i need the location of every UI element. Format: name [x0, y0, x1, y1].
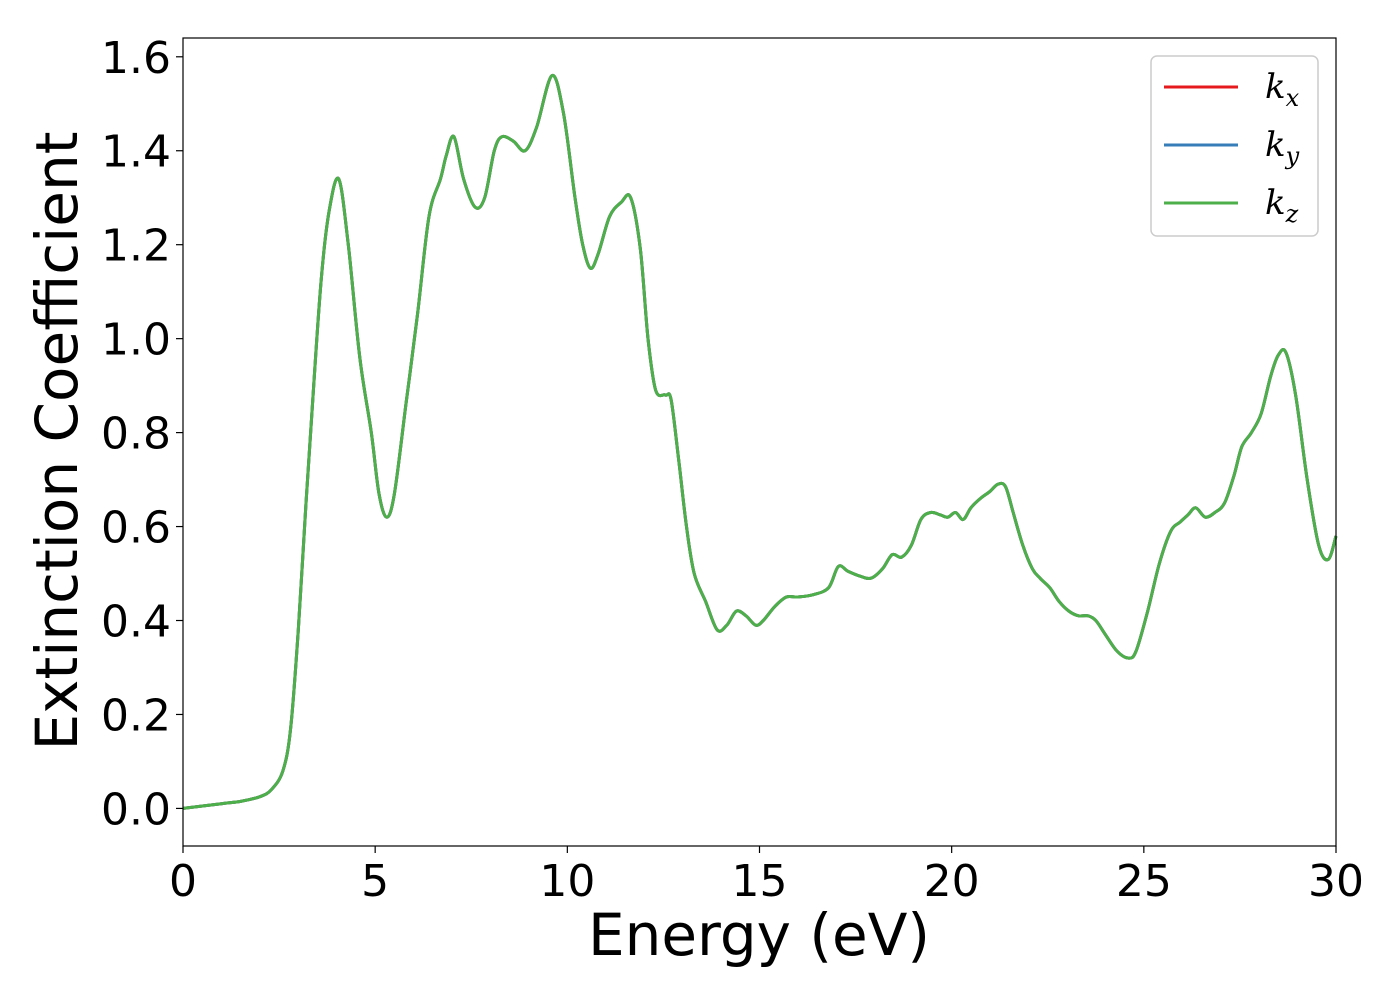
y-tick-label: 1.4: [101, 127, 171, 178]
x-tick-label: 25: [1116, 856, 1172, 907]
axis-ticks: 0 5 10 15 20 25 30 0.0 0.2 0.4 0.6 0.8 1.0 1.2 1.4 1.6: [101, 33, 1364, 907]
x-tick-label: 15: [732, 856, 788, 907]
legend-label-ky: ky: [1265, 125, 1300, 170]
x-tick-label: 20: [924, 856, 980, 907]
x-tick-label: 30: [1308, 856, 1364, 907]
data-curves: [182, 74, 1338, 810]
y-tick-label: 0.0: [101, 784, 171, 835]
x-tick-label: 5: [361, 856, 389, 907]
plot-frame: [182, 37, 1337, 847]
x-axis-title: Energy (eV): [588, 901, 930, 969]
y-axis-label: Extinction Coefficient: [23, 132, 91, 751]
legend: kx ky kz: [1150, 55, 1319, 237]
y-tick-label: 1.0: [101, 315, 171, 366]
legend-label-kz: kz: [1265, 183, 1299, 228]
y-tick-label: 0.8: [101, 409, 171, 460]
y-tick-label: 0.6: [101, 503, 171, 554]
y-tick-label: 0.2: [101, 690, 171, 741]
legend-label-kx: kx: [1265, 67, 1300, 112]
x-tick-label: 10: [539, 856, 595, 907]
series-line-kz: [182, 74, 1338, 810]
x-tick-label: 0: [169, 856, 197, 907]
y-tick-label: 1.6: [101, 33, 171, 84]
y-axis-title: Extinction Coefficient: [23, 132, 91, 751]
y-tick-label: 0.4: [101, 597, 171, 648]
y-tick-label: 1.2: [101, 221, 171, 272]
